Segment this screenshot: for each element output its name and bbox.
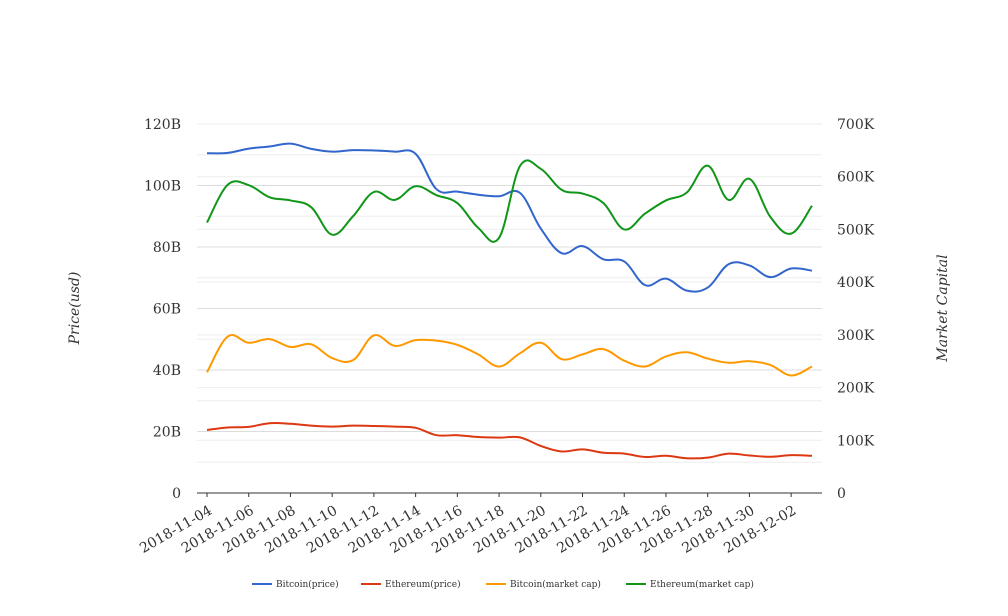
left-y-tick-label: 60B xyxy=(153,302,181,318)
right-y-tick-label: 600K xyxy=(837,170,875,186)
legend-label-bitcoin-market-cap: Bitcoin(market cap) xyxy=(510,579,601,590)
left-y-tick-label: 0 xyxy=(172,486,181,502)
series-line-ethereum-price xyxy=(206,421,813,460)
legend: Bitcoin(price) Ethereum(price) Bitcoin(mar… xyxy=(252,579,754,590)
series-line-ethereum-market-cap xyxy=(206,159,813,243)
left-y-axis-title: Price(usd) xyxy=(67,272,83,346)
x-tick-labels: 2018-11-042018-11-062018-11-082018-11-10… xyxy=(137,493,799,557)
right-y-tick-label: 400K xyxy=(837,275,875,291)
series-line-bitcoin-price xyxy=(206,142,813,293)
left-y-tick-label: 80B xyxy=(153,240,181,256)
right-y-tick-label: 0 xyxy=(837,486,846,502)
legend-label-bitcoin-price: Bitcoin(price) xyxy=(276,579,339,590)
right-y-tick-label: 500K xyxy=(837,222,875,238)
left-y-tick-label: 40B xyxy=(153,363,181,379)
legend-label-ethereum-market-cap: Ethereum(market cap) xyxy=(650,579,754,590)
right-y-tick-labels: 0 100K 200K 300K 400K 500K 600K 700K xyxy=(837,117,875,502)
left-y-tick-label: 120B xyxy=(144,117,181,133)
right-y-axis-title: Market Capital xyxy=(935,254,951,362)
right-y-tick-label: 300K xyxy=(837,328,875,344)
series-lines xyxy=(206,142,813,460)
grid xyxy=(197,123,822,463)
left-y-tick-labels: 0 20B 40B 60B 80B 100B 120B xyxy=(144,117,181,502)
right-y-tick-label: 200K xyxy=(837,381,875,397)
right-y-tick-label: 100K xyxy=(837,433,875,449)
right-y-tick-label: 700K xyxy=(837,117,875,133)
series-line-bitcoin-market-cap xyxy=(206,334,813,377)
legend-label-ethereum-price: Ethereum(price) xyxy=(385,579,461,590)
left-y-tick-label: 100B xyxy=(144,179,181,195)
left-y-tick-label: 20B xyxy=(153,425,181,441)
